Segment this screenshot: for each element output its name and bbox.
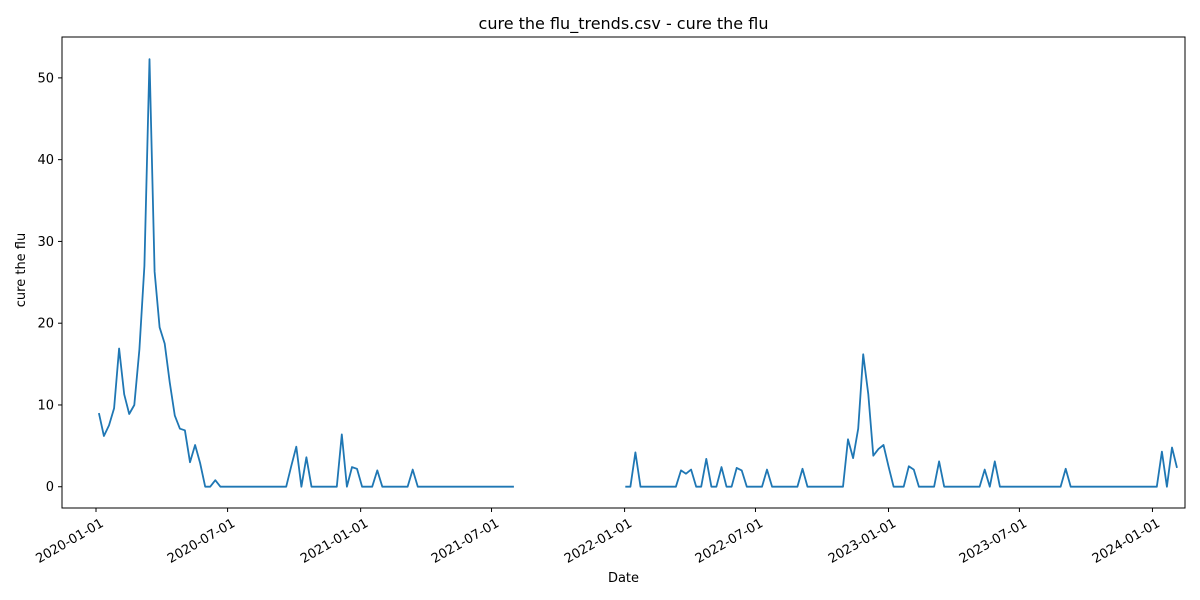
- x-tick-label: 2021-07-01: [429, 516, 502, 567]
- x-tick-label: 2020-07-01: [165, 516, 238, 567]
- y-tick-label: 50: [37, 71, 54, 86]
- y-tick-label: 40: [37, 153, 54, 168]
- x-tick-label: 2020-01-01: [33, 516, 106, 567]
- y-axis-label: cure the flu: [14, 233, 29, 307]
- x-tick-label: 2023-01-01: [826, 516, 899, 567]
- series-line-segment: [625, 353, 1178, 488]
- chart-title: cure the flu_trends.csv - cure the flu: [479, 14, 769, 34]
- x-axis-label: Date: [608, 571, 639, 586]
- x-tick-label: 2021-01-01: [298, 516, 371, 567]
- x-tick-label: 2022-01-01: [562, 516, 635, 567]
- x-tick-label: 2022-07-01: [693, 516, 766, 567]
- y-tick-label: 20: [37, 317, 54, 332]
- y-tick-label: 30: [37, 235, 54, 250]
- y-tick-label: 0: [46, 480, 54, 495]
- plot-frame: [61, 36, 1186, 509]
- x-tick-label: 2023-07-01: [957, 516, 1030, 567]
- y-tick-label: 10: [37, 398, 54, 413]
- series-line-segment: [98, 58, 514, 488]
- x-tick-label: 2024-01-01: [1090, 516, 1163, 567]
- chart-marks: 0 10 20 30 40 50 2020-01-01 2020-07-01 2021-01-0…: [33, 36, 1186, 567]
